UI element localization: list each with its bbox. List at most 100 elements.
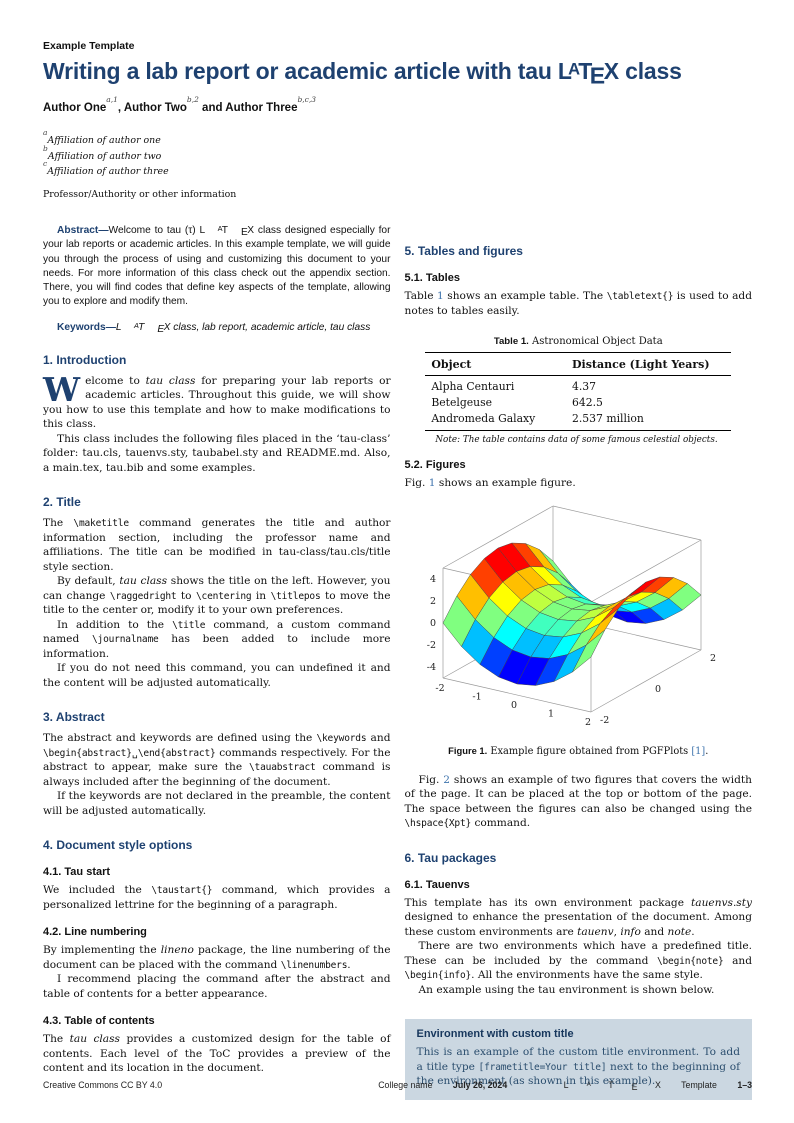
svg-text:2: 2 <box>430 596 436 607</box>
subsection-heading: 4.1. Tau start <box>43 866 111 879</box>
page-footer: Creative Commons CC BY 4.0 College name … <box>43 1080 752 1092</box>
paragraph: The abstract and keywords are defined us… <box>43 732 391 788</box>
paragraph: If you do not need this command, you can… <box>43 662 391 689</box>
section-abstract: 3. Abstract The abstract and keywords ar… <box>43 710 391 818</box>
table-row: Andromeda Galaxy 2.537 million <box>425 411 731 431</box>
subsection-heading: 5.2. Figures <box>404 459 466 472</box>
latex-command: \taustart{} <box>151 885 213 897</box>
section-heading: 1. Introduction <box>43 352 127 367</box>
author-three-affil-marks: b,c,3 <box>297 95 317 104</box>
section-document-style-options: 4. Document style options 4.1. Tau start… <box>43 838 391 1076</box>
latex-command: \begin{note} <box>656 955 724 967</box>
footer-date: July 26, 2024 <box>452 1080 508 1090</box>
latex-command: \journalname <box>91 634 159 646</box>
professor-line: Professor/Authority or other information <box>43 189 237 201</box>
paragraph: There are two environments which have a … <box>404 940 753 982</box>
paragraph: Fig. 2 shows an example of two figures t… <box>404 773 753 830</box>
figure-1-ref-link[interactable]: 1 <box>428 477 436 490</box>
paragraph: Fig. 1 shows an example figure. <box>404 477 576 490</box>
latex-command: \keywords <box>316 733 367 745</box>
college-name: College name <box>378 1080 433 1090</box>
paragraph: By implementing the lineno package, the … <box>43 944 391 971</box>
section-heading: 3. Abstract <box>43 710 105 725</box>
latex-command: \tabletext{} <box>606 291 674 303</box>
latex-command: \title <box>172 619 206 631</box>
table-cell: 4.37 <box>572 380 597 394</box>
latex-command: \hspace{Xpt} <box>404 818 472 830</box>
affiliation-c: cAffiliation of author three <box>43 159 169 178</box>
column-header: Distance (Light Years) <box>566 352 732 377</box>
journal-name: Example Template <box>43 40 135 52</box>
subsection-heading: 5.1. Tables <box>404 272 460 285</box>
environment-box-body: This is an example of the custom title e… <box>416 1046 741 1088</box>
paragraph: This class includes the following files … <box>43 432 391 474</box>
table-row: Alpha Centauri 4.37 <box>425 376 731 395</box>
subsection-heading: 6.1. Tauenvs <box>404 878 470 891</box>
keywords-label: Keywords— <box>57 321 116 333</box>
svg-text:-2: -2 <box>435 683 444 694</box>
paragraph: An example using the tau environment is … <box>418 983 715 996</box>
table-cell: Alpha Centauri <box>431 380 515 394</box>
latex-command: \raggedright <box>109 590 177 602</box>
svg-text:0: 0 <box>511 700 517 711</box>
figure-2-ref-link[interactable]: 2 <box>443 773 451 786</box>
subsection-heading: 4.3. Table of contents <box>43 1015 155 1028</box>
svg-text:-2: -2 <box>426 640 435 651</box>
section-tables-and-figures: 5. Tables and figures 5.1. Tables Table … <box>405 244 753 831</box>
paragraph: The tau class provides a customized desi… <box>43 1033 391 1075</box>
author-three: Author Three <box>225 101 298 114</box>
affiliation-b: bAffiliation of author two <box>43 143 162 162</box>
citation-1-link[interactable]: [1] <box>691 745 706 757</box>
author-two-affil-marks: b,2 <box>186 95 199 104</box>
paragraph: Table 1 shows an example table. The \tab… <box>404 290 752 317</box>
page-title: Writing a lab report or academic article… <box>43 58 682 89</box>
section-heading: 5. Tables and figures <box>404 244 523 259</box>
authors-line: Author Onea,1, Author Twob,2 and Author … <box>43 95 317 114</box>
section-heading: 2. Title <box>43 495 81 510</box>
left-column: Abstract—Welcome to tau (τ) L AT EX class … <box>43 224 391 1100</box>
svg-text:0: 0 <box>655 684 661 695</box>
document-page: Example Template Writing a lab report or… <box>43 40 752 1100</box>
affiliation-a: aAffiliation of author one <box>43 127 161 146</box>
section-heading: 6. Tau packages <box>404 850 497 865</box>
latex-command: \begin{info} <box>404 970 472 982</box>
paragraph: I recommend placing the command after th… <box>43 973 391 1000</box>
abstract-paragraph: Abstract—Welcome to tau (τ) L AT EX class … <box>43 224 391 308</box>
keywords-paragraph: Keywords—L AT EX class, lab report, academ… <box>57 320 371 335</box>
abstract-label: Abstract— <box>57 225 109 237</box>
page-range: 1–3 <box>737 1080 752 1090</box>
svg-text:1: 1 <box>548 708 554 719</box>
environment-box-title: Environment with custom title <box>416 1028 574 1041</box>
latex-command: \maketitle <box>73 518 129 530</box>
figure-caption: Figure 1. Example figure obtained from P… <box>448 744 709 757</box>
section-title: 2. Title The \maketitle command generate… <box>43 495 391 690</box>
table-cell: 642.5 <box>572 396 603 410</box>
subsection-heading: 4.2. Line numbering <box>43 926 147 939</box>
right-column: 5. Tables and figures 5.1. Tables Table … <box>404 224 753 1100</box>
latex-command: \begin{abstract}␣\end{abstract} <box>43 747 216 759</box>
table-cell: Betelgeuse <box>431 396 493 410</box>
table-1-ref-link[interactable]: 1 <box>437 290 444 303</box>
column-header: Object <box>425 352 566 377</box>
svg-text:2: 2 <box>710 653 716 664</box>
author-two: Author Two <box>123 101 187 114</box>
table-cell: 2.537 million <box>572 412 644 426</box>
svg-text:-4: -4 <box>426 662 435 673</box>
latex-command: \titlepos <box>270 590 321 602</box>
paragraph: This template has its own environment pa… <box>404 896 753 938</box>
section-heading: 4. Document style options <box>43 838 193 853</box>
astronomical-object-table: Object Distance (Light Years) Alpha Cent… <box>425 352 732 432</box>
latex-command: \tauabstract <box>249 762 316 774</box>
dropcap-letter: W <box>43 369 81 409</box>
author-one-affil-marks: a,1 <box>106 95 118 104</box>
section-tau-packages: 6. Tau packages 6.1. Tauenvs This templa… <box>404 850 753 1100</box>
table-caption: Table 1. Astronomical Object Data <box>493 336 663 348</box>
two-column-body: Abstract—Welcome to tau (τ) L AT EX class … <box>43 224 752 1100</box>
figure-1-block: -4 -2 0 2 4 -2 -1 0 1 2 -2 0 2 Figure 1. Example fig… <box>405 505 753 757</box>
